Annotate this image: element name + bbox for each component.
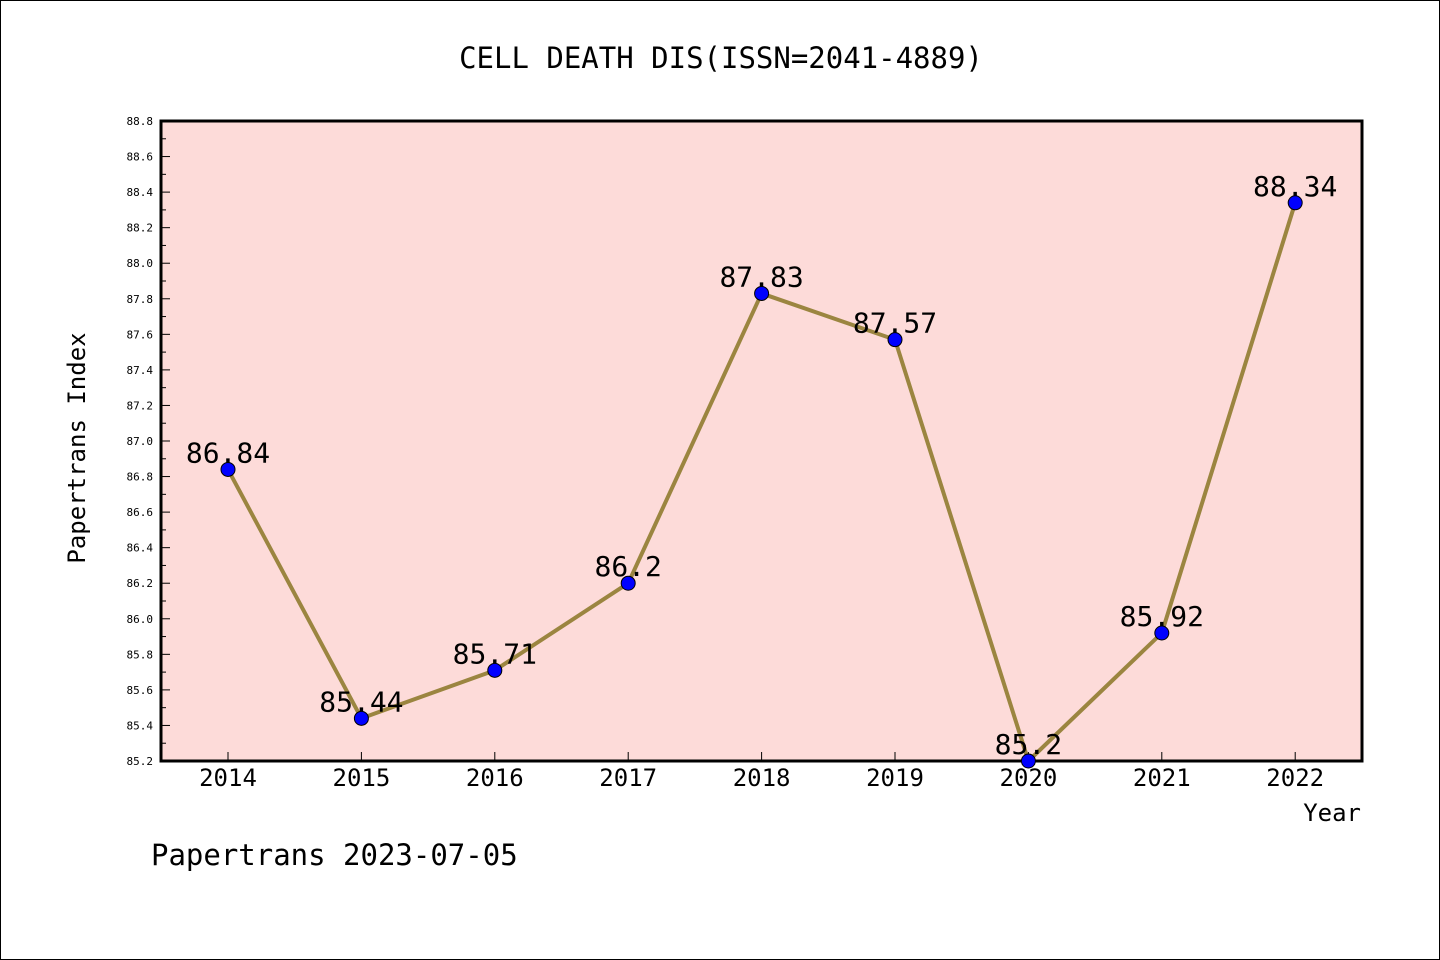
y-axis-label: Papertrans Index [63, 332, 91, 563]
x-tick-label: 2022 [1266, 764, 1324, 792]
x-tick-label: 2016 [466, 764, 524, 792]
y-tick-label: 87.6 [127, 328, 154, 341]
data-point [754, 285, 770, 301]
x-tick-label: 2014 [199, 764, 257, 792]
data-point [1020, 753, 1036, 769]
y-tick-label: 86.2 [127, 577, 154, 590]
data-label: 85.71 [453, 637, 537, 670]
y-tick-label: 88.8 [127, 115, 154, 128]
x-tick-label: 2019 [866, 764, 924, 792]
y-tick-label: 85.2 [127, 755, 154, 768]
data-label: 85.92 [1120, 600, 1204, 633]
y-tick-label: 87.0 [127, 435, 154, 448]
y-tick-label: 86.0 [127, 613, 154, 626]
x-tick-label: 2018 [733, 764, 791, 792]
data-label: 87.57 [853, 307, 937, 340]
x-axis-label: Year [1303, 799, 1361, 827]
series-layer: 86.84 85.44 85.71 86.2 87.83 87.57 85.2 85.92 88… [186, 170, 1337, 769]
data-point [620, 575, 636, 591]
y-tick-label: 85.4 [127, 719, 154, 732]
data-point [353, 710, 369, 726]
data-label: 87.83 [719, 260, 803, 293]
data-label: 86.84 [186, 436, 270, 469]
y-tick-label: 87.8 [127, 293, 154, 306]
x-tick-label: 2015 [333, 764, 391, 792]
data-point [487, 662, 503, 678]
y-tick-label: 88.4 [127, 186, 154, 199]
data-label: 88.34 [1253, 170, 1337, 203]
y-tick-label: 86.8 [127, 471, 154, 484]
y-tick-label: 85.6 [127, 684, 154, 697]
y-tick-label: 87.4 [127, 364, 154, 377]
y-tick-label: 87.2 [127, 399, 154, 412]
x-axis-ticks: 2014 2015 2016 2017 2018 2019 2020 2021 2022 [199, 752, 1324, 792]
data-point [887, 332, 903, 348]
y-tick-label: 86.6 [127, 506, 154, 519]
x-tick-label: 2017 [599, 764, 657, 792]
plot-area [159, 119, 1364, 763]
chart-title: CELL DEATH DIS(ISSN=2041-4889) [459, 41, 983, 75]
y-tick-label: 85.8 [127, 648, 154, 661]
data-label: 85.2 [995, 728, 1062, 761]
y-tick-label: 86.4 [127, 542, 154, 555]
data-label: 86.2 [594, 550, 661, 583]
y-axis-ticks: 85.2 85.4 85.6 85.8 86.0 86.2 86.4 86.6 86.8 87.0… [127, 115, 170, 768]
y-tick-label: 88.2 [127, 222, 154, 235]
data-point [220, 461, 236, 477]
footer-credit: Papertrans 2023-07-05 [151, 838, 518, 872]
data-label: 85.44 [319, 685, 403, 718]
x-tick-label: 2020 [1000, 764, 1058, 792]
data-point [1154, 625, 1170, 641]
data-point [1287, 195, 1303, 211]
y-tick-label: 88.6 [127, 151, 154, 164]
y-tick-label: 88.0 [127, 257, 154, 270]
x-tick-label: 2021 [1133, 764, 1191, 792]
